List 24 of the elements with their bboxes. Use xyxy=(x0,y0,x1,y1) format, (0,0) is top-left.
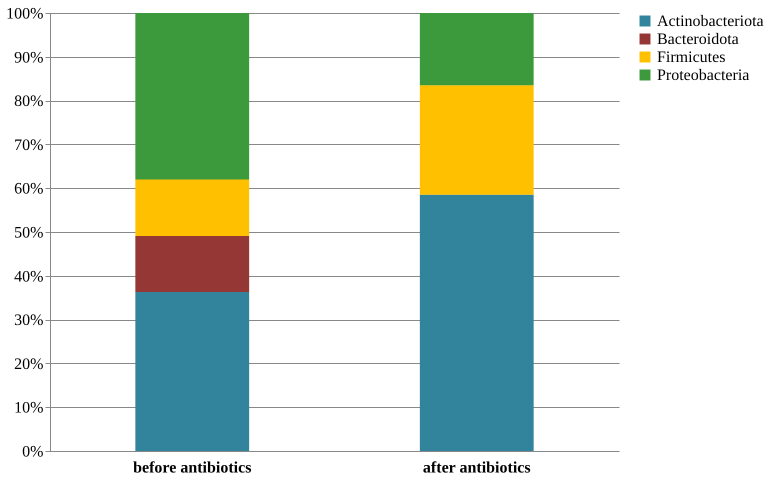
bar xyxy=(135,236,250,292)
bar xyxy=(135,292,250,451)
legend-label: Firmicutes xyxy=(657,49,726,66)
y-tick-label: 30% xyxy=(14,312,44,330)
y-tick-label: 20% xyxy=(14,356,44,373)
y-tick-label: 100% xyxy=(6,6,44,22)
y-tick-label: 60% xyxy=(14,180,44,198)
y-tick-label: 70% xyxy=(14,136,44,154)
legend-label: Actinobacteriota xyxy=(657,13,764,30)
y-tick-label: 40% xyxy=(14,268,44,286)
bar xyxy=(135,179,250,236)
bar xyxy=(420,85,534,195)
bar xyxy=(135,13,250,180)
x-tick-label: before antibiotics xyxy=(133,460,252,476)
legend-label: Proteobacteria xyxy=(657,67,750,84)
y-tick-label: 80% xyxy=(14,93,44,110)
y-tick-label: 0% xyxy=(22,444,44,460)
y-tick-label: 10% xyxy=(14,400,44,417)
legend-label: Bacteroidota xyxy=(657,31,739,48)
bar xyxy=(420,13,534,86)
y-tick-label: 50% xyxy=(14,224,44,242)
x-tick-label: after antibiotics xyxy=(422,460,531,476)
y-tick-label: 90% xyxy=(14,49,44,66)
bar xyxy=(420,194,534,451)
